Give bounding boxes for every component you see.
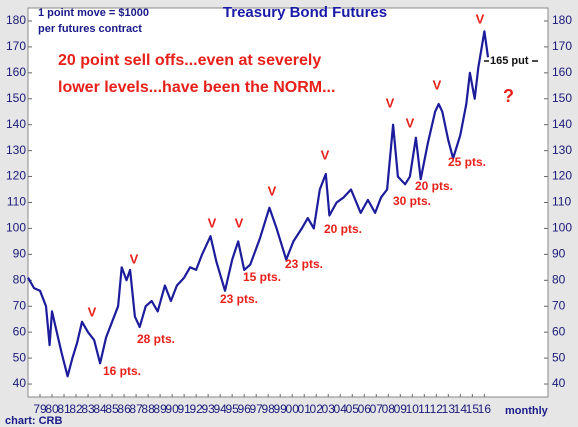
subtitle: 1 point move = $1000 xyxy=(38,7,149,19)
peak-mark: V xyxy=(476,11,485,26)
y-tick-label: 110 xyxy=(7,195,26,209)
y-tick-label: 180 xyxy=(6,13,26,27)
y-tick-label: 130 xyxy=(552,143,572,157)
chart-title: Treasury Bond Futures xyxy=(223,4,387,21)
selloff-label: 15 pts. xyxy=(243,270,281,284)
y-tick-label: 70 xyxy=(13,298,27,312)
x-tick-label: 87 xyxy=(129,402,143,416)
x-tick-label: 81 xyxy=(57,402,71,416)
y-tick-label: 80 xyxy=(13,272,27,286)
selloff-label: 23 pts. xyxy=(285,257,323,271)
y-tick-label: 150 xyxy=(6,91,26,105)
x-tick-label: 86 xyxy=(117,402,131,416)
x-tick-label: 84 xyxy=(93,402,107,416)
question-mark: ? xyxy=(503,86,514,106)
x-tick-label: 85 xyxy=(105,402,119,416)
x-tick-label: 02 xyxy=(310,402,324,416)
selloff-label: 25 pts. xyxy=(448,155,486,169)
x-tick-label: 06 xyxy=(358,402,372,416)
peak-mark: V xyxy=(88,304,97,319)
y-tick-label: 140 xyxy=(552,117,572,131)
frequency-label: monthly xyxy=(505,405,549,417)
x-tick-label: 00 xyxy=(286,402,300,416)
peak-mark: V xyxy=(386,95,395,110)
y-tick-label: 50 xyxy=(552,350,566,364)
x-tick-label: 90 xyxy=(165,402,179,416)
peak-mark: V xyxy=(235,215,244,230)
x-tick-label: 11 xyxy=(418,402,431,416)
x-tick-label: 96 xyxy=(237,402,251,416)
x-tick-label: 01 xyxy=(298,402,312,416)
x-tick-label: 14 xyxy=(454,402,468,416)
put-label: 165 put xyxy=(490,55,529,67)
x-tick-label: 99 xyxy=(274,402,288,416)
headline: 20 point sell offs...even at severely xyxy=(58,52,321,69)
selloff-label: 20 pts. xyxy=(415,179,453,193)
y-tick-label: 170 xyxy=(6,39,26,53)
y-tick-label: 60 xyxy=(13,324,27,338)
x-tick-label: 16 xyxy=(478,402,492,416)
selloff-label: 23 pts. xyxy=(220,292,258,306)
x-tick-label: 94 xyxy=(213,402,227,416)
y-tick-label: 100 xyxy=(552,221,572,235)
peak-mark: V xyxy=(321,147,330,162)
price-line xyxy=(27,30,490,378)
peak-mark: V xyxy=(130,251,139,266)
x-tick-label: 08 xyxy=(382,402,396,416)
x-tick-label: 05 xyxy=(346,402,360,416)
x-tick-label: 92 xyxy=(189,402,203,416)
x-tick-label: 07 xyxy=(370,402,384,416)
y-tick-label: 80 xyxy=(552,272,566,286)
peak-mark: V xyxy=(208,215,217,230)
x-tick-label: 83 xyxy=(81,402,95,416)
y-tick-label: 90 xyxy=(13,247,27,261)
x-tick-label: 79 xyxy=(33,402,47,416)
y-tick-label: 160 xyxy=(6,65,26,79)
y-tick-label: 100 xyxy=(6,221,26,235)
peak-mark: V xyxy=(268,183,277,198)
y-tick-label: 140 xyxy=(6,117,26,131)
y-tick-label: 40 xyxy=(552,376,566,390)
selloff-label: 30 pts. xyxy=(393,194,431,208)
y-tick-label: 120 xyxy=(552,169,572,183)
x-tick-label: 91 xyxy=(177,402,191,416)
x-tick-label: 80 xyxy=(45,402,59,416)
x-tick-label: 89 xyxy=(153,402,167,416)
y-tick-label: 90 xyxy=(552,247,566,261)
x-tick-label: 09 xyxy=(394,402,408,416)
source: chart: CRB xyxy=(5,415,63,427)
x-tick-label: 10 xyxy=(406,402,420,416)
selloff-label: 28 pts. xyxy=(137,332,175,346)
y-tick-label: 160 xyxy=(552,65,572,79)
x-tick-label: 88 xyxy=(141,402,155,416)
selloff-label: 16 pts. xyxy=(103,364,141,378)
x-tick-label: 82 xyxy=(69,402,83,416)
x-tick-label: 04 xyxy=(334,402,348,416)
y-tick-label: 50 xyxy=(13,350,27,364)
y-tick-label: 70 xyxy=(552,298,566,312)
y-tick-label: 180 xyxy=(552,13,572,27)
x-tick-label: 13 xyxy=(442,402,456,416)
y-tick-label: 170 xyxy=(552,39,572,53)
x-tick-label: 12 xyxy=(430,402,444,416)
x-tick-label: 98 xyxy=(262,402,276,416)
peak-mark: V xyxy=(433,77,442,92)
x-tick-label: 95 xyxy=(225,402,239,416)
x-tick-label: 93 xyxy=(201,402,215,416)
y-tick-label: 120 xyxy=(6,169,26,183)
peak-mark: V xyxy=(406,115,415,130)
x-tick-label: 03 xyxy=(322,402,336,416)
y-tick-label: 40 xyxy=(13,376,27,390)
y-tick-label: 110 xyxy=(552,195,571,209)
x-tick-label: 97 xyxy=(249,402,263,416)
subtitle: per futures contract xyxy=(38,23,142,35)
y-tick-label: 130 xyxy=(6,143,26,157)
y-tick-label: 150 xyxy=(552,91,572,105)
selloff-label: 20 pts. xyxy=(324,222,362,236)
headline: lower levels...have been the NORM... xyxy=(58,79,335,96)
x-tick-label: 15 xyxy=(466,402,480,416)
plot-area xyxy=(27,7,549,398)
y-tick-label: 60 xyxy=(552,324,566,338)
